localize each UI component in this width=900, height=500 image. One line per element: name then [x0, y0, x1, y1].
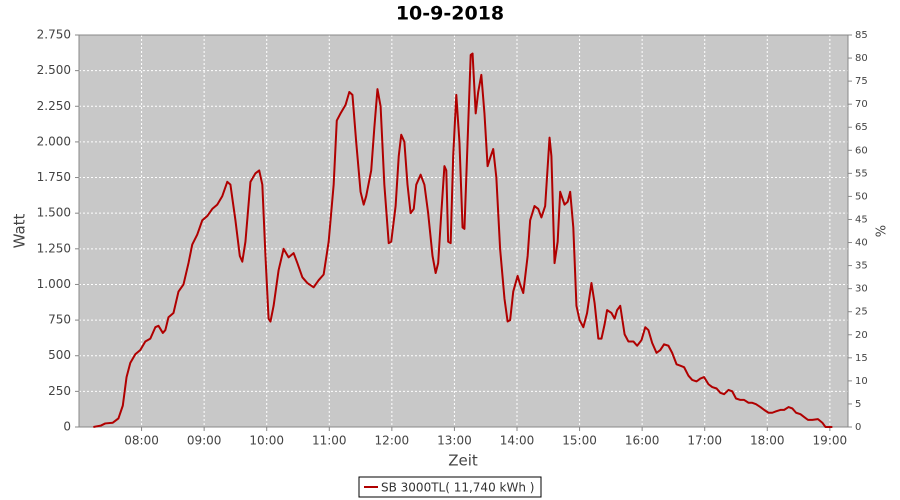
y-tick-label: 2.750	[37, 28, 71, 42]
y-tick-label: 2.500	[37, 63, 71, 77]
y-axis-label: Watt	[11, 213, 29, 248]
y2-tick-label: 20	[855, 330, 868, 341]
y-tick-label: 0	[63, 420, 71, 434]
y-tick-label: 1.500	[37, 206, 71, 220]
x-tick-label: 18:00	[750, 434, 785, 448]
y-tick-label: 1.750	[37, 170, 71, 184]
y2-tick-label: 60	[855, 145, 868, 156]
x-tick-label: 19:00	[813, 434, 848, 448]
y-tick-label: 750	[48, 313, 71, 327]
plot-border	[78, 34, 849, 428]
y-tick-label: 2.000	[37, 134, 71, 148]
y2-tick-label: 70	[855, 99, 868, 110]
y2-tick-label: 50	[855, 191, 868, 202]
x-tick-label: 14:00	[500, 434, 535, 448]
y2-tick-label: 75	[855, 76, 868, 87]
x-tick-label: 09:00	[187, 434, 222, 448]
y2-tick-label: 45	[855, 214, 868, 225]
x-tick-label: 10:00	[249, 434, 284, 448]
y2-tick-label: 80	[855, 53, 868, 64]
x-tick-label: 12:00	[375, 434, 410, 448]
y-tick-label: 250	[48, 384, 71, 398]
x-tick-label: 08:00	[124, 434, 159, 448]
line-series	[93, 52, 833, 428]
y2-tick-label: 35	[855, 261, 868, 272]
x-tick-label: 16:00	[625, 434, 660, 448]
y2-tick-label: 55	[855, 168, 868, 179]
y-tick-label: 500	[48, 348, 71, 362]
y2-tick-label: 10	[855, 376, 868, 387]
x-tick-label: 11:00	[312, 434, 347, 448]
y-tick-label: 2.250	[37, 99, 71, 113]
y2-tick-label: 30	[855, 284, 868, 295]
y2-tick-label: 85	[855, 30, 868, 41]
x-tick-label: 13:00	[437, 434, 472, 448]
y2-tick-label: 15	[855, 353, 868, 364]
x-axis-label: Zeit	[448, 452, 478, 470]
legend-box	[358, 476, 542, 498]
y2-tick-label: 25	[855, 307, 868, 318]
y-tick-label: 1.000	[37, 277, 71, 291]
y2-tick-label: 0	[855, 422, 861, 433]
plot-area	[79, 35, 848, 427]
x-tick-label: 15:00	[562, 434, 597, 448]
y2-axis-label: %	[875, 225, 890, 237]
y2-tick-label: 65	[855, 122, 868, 133]
y2-tick-label: 40	[855, 238, 868, 249]
legend-label: SB 3000TL( 11,740 kWh )	[381, 481, 534, 495]
x-tick-label: 17:00	[687, 434, 722, 448]
chart-title: 10-9-2018	[396, 3, 504, 25]
y2-tick-label: 5	[855, 399, 861, 410]
y-tick-label: 1.250	[37, 241, 71, 255]
